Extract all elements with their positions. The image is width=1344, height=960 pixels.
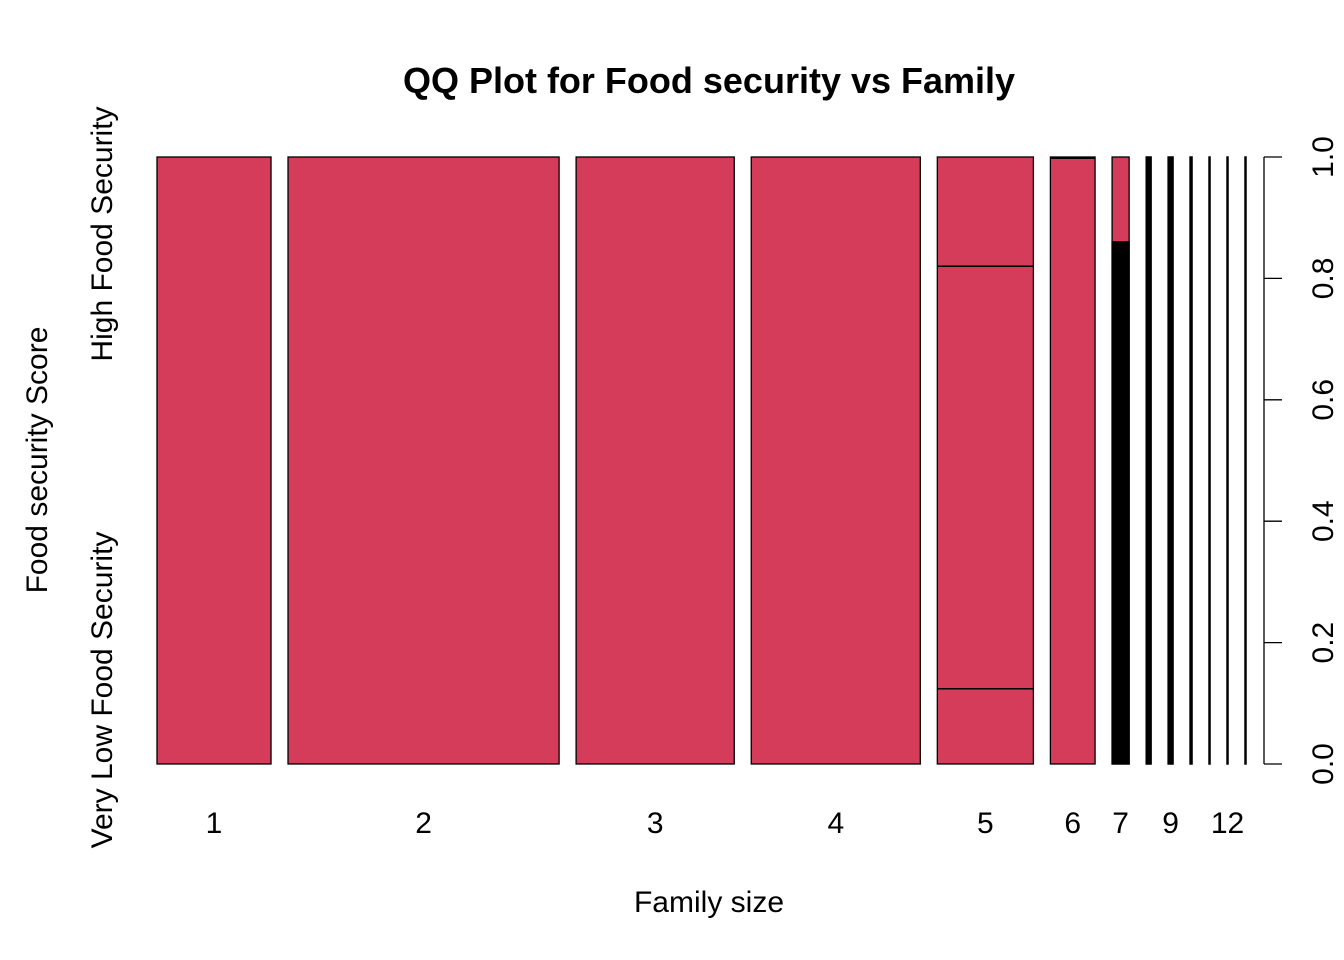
column-extra-7-lower-segment xyxy=(1145,156,1152,765)
column-3-bar xyxy=(575,156,735,765)
right-axis-label-3: 0.6 xyxy=(1307,379,1340,421)
x-tick-label-3: 3 xyxy=(647,807,664,840)
right-axis-label-0: 0.0 xyxy=(1307,743,1340,785)
column-6-bar xyxy=(1049,156,1096,765)
column-1-bar xyxy=(156,156,272,765)
x-tick-label-12: 12 xyxy=(1211,807,1244,840)
right-axis-label-4: 0.8 xyxy=(1307,258,1340,300)
x-tick-label-9: 9 xyxy=(1162,807,1179,840)
column-9-lower-segment xyxy=(1167,156,1174,765)
column-extra-9-lower-segment xyxy=(1189,156,1193,765)
column-12-lower-segment xyxy=(1226,156,1229,765)
x-tick-label-5: 5 xyxy=(977,807,994,840)
right-axis-label-1: 0.2 xyxy=(1307,622,1340,664)
column-5-bar xyxy=(936,156,1035,765)
x-tick-label-6: 6 xyxy=(1064,807,1081,840)
right-axis-label-2: 0.4 xyxy=(1307,500,1340,542)
x-tick-label-2: 2 xyxy=(415,807,432,840)
mosaic-bars xyxy=(156,156,1247,765)
chart-title: QQ Plot for Food security vs Family xyxy=(403,60,1015,101)
y-category-label-low: Very Low Food Security xyxy=(86,532,119,849)
x-tick-label-7: 7 xyxy=(1112,807,1129,840)
y-axis-label: Food security Score xyxy=(21,327,54,594)
column-extra-10-lower-segment xyxy=(1208,156,1211,765)
column-extra-12-lower-segment xyxy=(1244,156,1247,765)
x-tick-label-1: 1 xyxy=(206,807,223,840)
x-axis-label: Family size xyxy=(634,886,784,919)
right-axis-label-5: 1.0 xyxy=(1307,136,1340,178)
column-2-bar xyxy=(287,156,560,765)
column-4-bar xyxy=(750,156,921,765)
column-7-lower-segment xyxy=(1111,241,1130,765)
x-tick-label-4: 4 xyxy=(827,807,844,840)
y-category-label-high: High Food Security xyxy=(86,106,119,361)
x-tick-labels: 1 2 3 4 5 6 7 9 12 xyxy=(206,807,1245,840)
right-axis: 0.0 0.2 0.4 0.6 0.8 1.0 xyxy=(1263,136,1340,785)
